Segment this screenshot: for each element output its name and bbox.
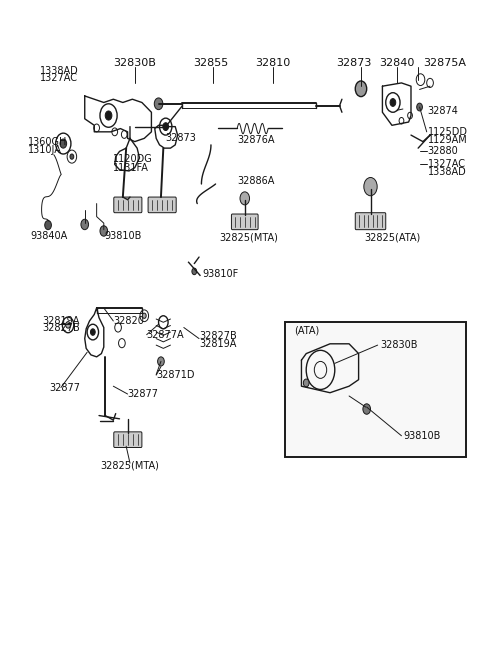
Text: 93810B: 93810B bbox=[404, 431, 441, 441]
Circle shape bbox=[81, 219, 88, 230]
Circle shape bbox=[154, 98, 163, 109]
Text: 32825(ATA): 32825(ATA) bbox=[364, 233, 420, 242]
Circle shape bbox=[100, 226, 108, 236]
Text: 32827B: 32827B bbox=[199, 331, 237, 341]
Text: 32830B: 32830B bbox=[113, 58, 156, 68]
Circle shape bbox=[355, 81, 367, 97]
Circle shape bbox=[60, 139, 67, 148]
Text: 93810F: 93810F bbox=[203, 269, 239, 279]
Text: 32840: 32840 bbox=[379, 58, 414, 68]
FancyBboxPatch shape bbox=[114, 432, 142, 447]
FancyBboxPatch shape bbox=[355, 213, 386, 230]
Text: 32825(MTA): 32825(MTA) bbox=[100, 460, 159, 470]
Circle shape bbox=[66, 322, 71, 328]
Text: (ATA): (ATA) bbox=[294, 325, 320, 335]
Text: 93810B: 93810B bbox=[104, 231, 142, 241]
Circle shape bbox=[163, 122, 168, 130]
Text: 32825(MTA): 32825(MTA) bbox=[220, 233, 278, 242]
Circle shape bbox=[105, 111, 112, 120]
Circle shape bbox=[240, 192, 250, 205]
Text: 32819A: 32819A bbox=[199, 339, 237, 349]
Circle shape bbox=[364, 178, 377, 196]
Circle shape bbox=[192, 268, 197, 274]
Text: 32886A: 32886A bbox=[237, 176, 275, 186]
Text: 1327AC: 1327AC bbox=[428, 159, 466, 170]
Circle shape bbox=[363, 404, 371, 414]
Text: 32820: 32820 bbox=[113, 316, 144, 326]
Text: 32855: 32855 bbox=[193, 58, 228, 68]
FancyBboxPatch shape bbox=[231, 214, 258, 230]
Circle shape bbox=[390, 98, 396, 106]
Text: 32875A: 32875A bbox=[423, 58, 466, 68]
Text: 1338AD: 1338AD bbox=[39, 66, 78, 76]
Circle shape bbox=[90, 329, 95, 335]
Circle shape bbox=[417, 103, 422, 111]
Text: 1120DG: 1120DG bbox=[113, 154, 153, 164]
Text: 32874: 32874 bbox=[428, 106, 458, 116]
Text: 1131FA: 1131FA bbox=[113, 162, 149, 173]
Text: 32873: 32873 bbox=[166, 134, 197, 143]
Text: 32876A: 32876A bbox=[237, 135, 275, 145]
Circle shape bbox=[143, 313, 146, 318]
Text: 1327AC: 1327AC bbox=[39, 73, 77, 83]
Circle shape bbox=[303, 379, 309, 387]
Circle shape bbox=[157, 357, 164, 366]
Text: 1125DD: 1125DD bbox=[428, 127, 468, 137]
Text: 32877A: 32877A bbox=[147, 329, 184, 340]
Text: 1129AM: 1129AM bbox=[428, 135, 468, 145]
Text: 32880: 32880 bbox=[428, 147, 458, 157]
Text: 32819A: 32819A bbox=[42, 316, 79, 326]
Circle shape bbox=[70, 154, 74, 159]
Text: 32810: 32810 bbox=[255, 58, 290, 68]
Text: 1338AD: 1338AD bbox=[428, 167, 467, 178]
Text: 32871D: 32871D bbox=[156, 370, 195, 380]
Text: 32873: 32873 bbox=[336, 58, 372, 68]
Text: 93840A: 93840A bbox=[30, 231, 68, 241]
Text: 32877: 32877 bbox=[49, 383, 80, 392]
FancyBboxPatch shape bbox=[148, 197, 176, 213]
FancyBboxPatch shape bbox=[114, 197, 142, 213]
Text: 1310JA: 1310JA bbox=[27, 145, 61, 155]
Text: 32877: 32877 bbox=[128, 389, 158, 399]
Text: 32830B: 32830B bbox=[380, 340, 418, 350]
Text: 1360GH: 1360GH bbox=[27, 137, 67, 147]
Text: 32827B: 32827B bbox=[42, 323, 80, 333]
Circle shape bbox=[45, 221, 51, 230]
Bar bbox=[285, 322, 466, 457]
